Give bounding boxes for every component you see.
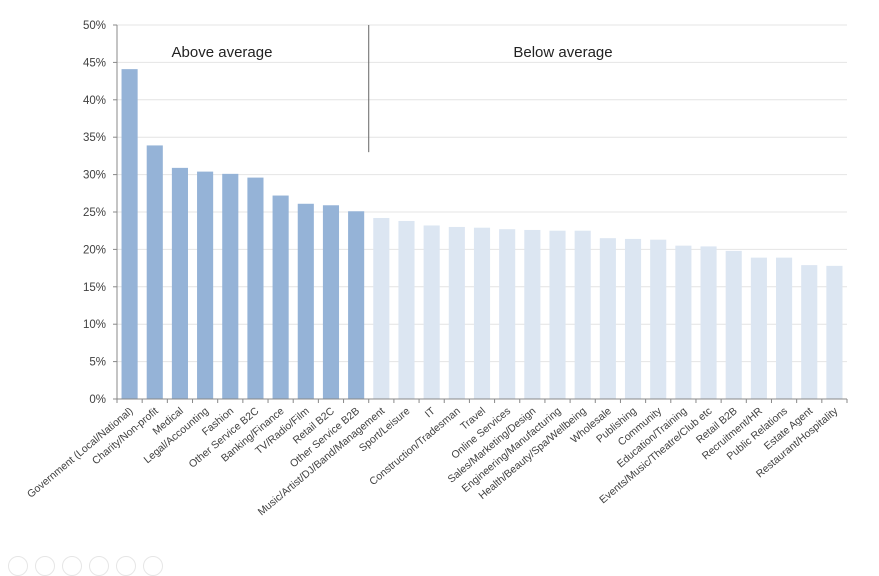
carousel-dots — [8, 556, 163, 576]
bar — [499, 229, 516, 399]
bar — [297, 203, 314, 399]
carousel-dot[interactable] — [116, 556, 136, 576]
gridlines — [117, 24, 847, 363]
bar — [776, 257, 793, 399]
carousel-dot[interactable] — [89, 556, 109, 576]
bar — [373, 217, 390, 399]
bar — [322, 205, 340, 399]
y-axis-ticks: 0% 5% 10% 15% 20% 25% 30% 35% 40% 45% 50% — [83, 20, 117, 406]
bar — [801, 265, 818, 399]
bar — [473, 227, 491, 399]
bar — [826, 265, 843, 399]
bar — [624, 238, 642, 399]
bar — [398, 220, 415, 399]
x-category-label: Government (Local/National) — [25, 405, 136, 500]
below-average-label: Below average — [513, 44, 612, 61]
bar — [272, 195, 289, 399]
carousel-dot[interactable] — [62, 556, 82, 576]
bars — [121, 69, 843, 399]
carousel-dot[interactable] — [143, 556, 163, 576]
bar — [171, 167, 188, 399]
bar — [750, 257, 767, 399]
bar — [650, 239, 667, 399]
bar — [448, 226, 465, 399]
y-tick-label: 15% — [83, 282, 106, 294]
bar — [599, 238, 616, 399]
bar — [197, 171, 214, 399]
y-tick-label: 20% — [83, 244, 106, 256]
x-axis-ticks — [116, 399, 848, 403]
x-category-label: IT — [423, 405, 438, 421]
y-tick-label: 35% — [83, 132, 106, 144]
y-tick-label: 50% — [83, 20, 106, 32]
carousel-dot[interactable] — [8, 556, 28, 576]
y-tick-label: 45% — [83, 57, 106, 69]
bar — [700, 246, 717, 399]
bar — [549, 230, 566, 399]
y-tick-label: 0% — [89, 394, 106, 406]
carousel-dot[interactable] — [35, 556, 55, 576]
category-labels: Government (Local/National)Charity/Non-p… — [25, 405, 841, 519]
bar — [725, 250, 742, 399]
y-tick-label: 40% — [83, 95, 106, 107]
bar — [675, 245, 692, 399]
bar — [247, 177, 264, 399]
y-tick-label: 10% — [83, 319, 106, 331]
bar — [146, 145, 163, 399]
bar — [423, 225, 440, 399]
bar — [121, 69, 138, 399]
above-average-label: Above average — [172, 44, 273, 61]
bar — [222, 173, 239, 399]
bar — [524, 229, 541, 399]
y-tick-label: 30% — [83, 170, 106, 182]
y-tick-label: 5% — [89, 357, 106, 369]
bar — [348, 211, 365, 399]
bar — [574, 230, 591, 399]
y-tick-label: 25% — [83, 207, 106, 219]
